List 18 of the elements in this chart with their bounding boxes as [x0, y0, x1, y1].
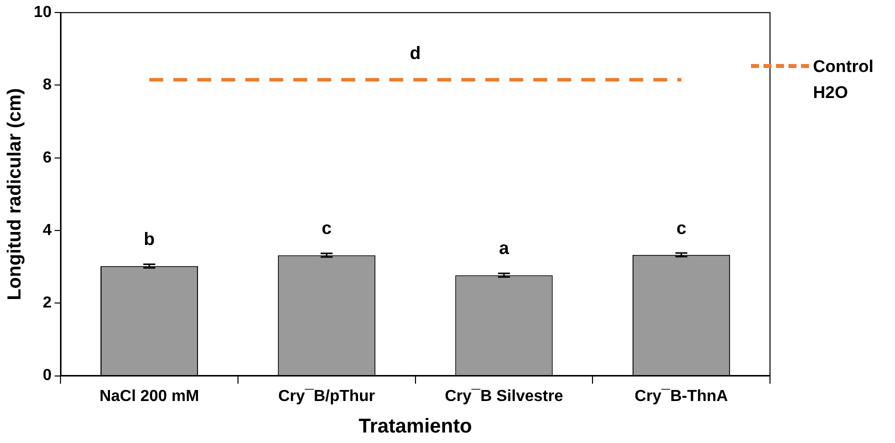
x-tick-label: Cry¯B/pThur: [278, 388, 376, 405]
y-tick-label: 2: [42, 294, 52, 312]
y-tick-label: 6: [42, 149, 52, 166]
x-tick-label: Cry¯B Silvestre: [444, 388, 564, 405]
legend-label: Control H2O: [813, 56, 874, 104]
annotation: a: [498, 238, 510, 258]
annotation: c: [676, 218, 686, 238]
annotation: d: [410, 42, 421, 63]
annotation: c: [322, 218, 332, 238]
annotation: b: [144, 229, 155, 250]
y-tick-label: 0: [42, 367, 52, 384]
y-tick-label: 8: [42, 76, 52, 94]
y-axis-title: Longitud radicular (cm): [4, 88, 26, 300]
x-tick-label: NaCl 200 mM: [99, 388, 200, 405]
y-tick-label: 10: [34, 4, 52, 22]
x-axis-title: Tratamiento: [358, 416, 472, 438]
x-tick-label: Cry¯B-ThnA: [634, 388, 728, 405]
y-tick-label: 4: [42, 222, 52, 239]
